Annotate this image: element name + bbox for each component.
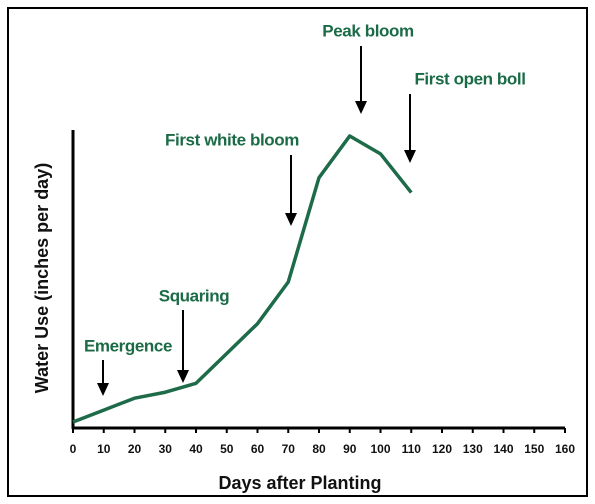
x-tick-label: 160 bbox=[555, 442, 575, 456]
x-tick-label: 20 bbox=[128, 442, 142, 456]
annotation: Peak bloom bbox=[322, 21, 414, 40]
data-line bbox=[72, 134, 413, 424]
x-tick-label: 150 bbox=[524, 442, 544, 456]
arrow-head bbox=[355, 101, 367, 114]
x-tick-label: 80 bbox=[312, 442, 326, 456]
x-tick-label: 110 bbox=[402, 442, 422, 456]
x-tick-label: 10 bbox=[97, 442, 111, 456]
arrow-head bbox=[285, 213, 297, 226]
arrow-head bbox=[97, 383, 109, 396]
x-axis-label: Days after Planting bbox=[218, 473, 381, 493]
annotation: First open boll bbox=[414, 69, 525, 88]
x-tick-label: 130 bbox=[463, 442, 483, 456]
x-tick-label: 120 bbox=[432, 442, 452, 456]
x-tick-label: 50 bbox=[220, 442, 234, 456]
x-tick-label: 0 bbox=[70, 442, 77, 456]
x-tick-label: 140 bbox=[493, 442, 513, 456]
arrow-head bbox=[177, 370, 189, 383]
annotation: Squaring bbox=[159, 286, 229, 305]
x-tick-label: 70 bbox=[282, 442, 296, 456]
x-tick-label: 60 bbox=[251, 442, 265, 456]
annotation: Emergence bbox=[84, 336, 172, 355]
y-axis-label: Water Use (inches per day) bbox=[32, 163, 52, 393]
x-tick-label: 40 bbox=[189, 442, 203, 456]
arrow-head bbox=[404, 150, 416, 163]
annotation: First white bloom bbox=[165, 130, 299, 149]
x-tick-label: 100 bbox=[370, 442, 390, 456]
x-tick-label: 30 bbox=[159, 442, 173, 456]
x-tick-label: 90 bbox=[343, 442, 357, 456]
